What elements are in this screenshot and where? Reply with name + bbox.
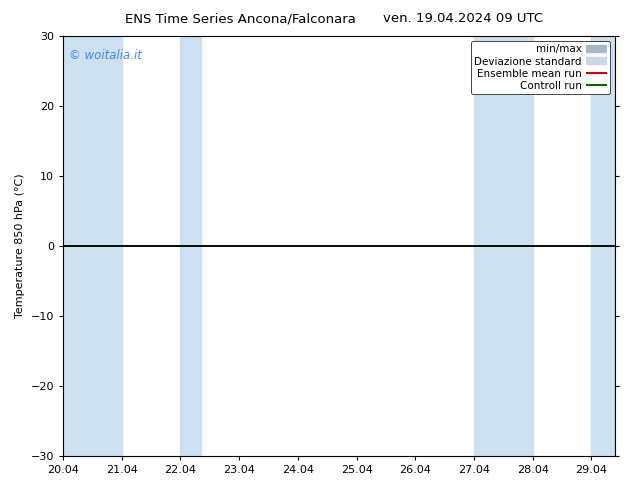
Y-axis label: Temperature 850 hPa (°C): Temperature 850 hPa (°C): [15, 174, 25, 318]
Bar: [63, 36, 122, 456]
Text: ven. 19.04.2024 09 UTC: ven. 19.04.2024 09 UTC: [383, 12, 543, 25]
Text: ENS Time Series Ancona/Falconara: ENS Time Series Ancona/Falconara: [126, 12, 356, 25]
Legend: min/max, Deviazione standard, Ensemble mean run, Controll run: min/max, Deviazione standard, Ensemble m…: [471, 41, 610, 94]
Bar: [474, 36, 533, 456]
Text: © woitalia.it: © woitalia.it: [68, 49, 141, 62]
Bar: [181, 36, 201, 456]
Bar: [592, 36, 621, 456]
